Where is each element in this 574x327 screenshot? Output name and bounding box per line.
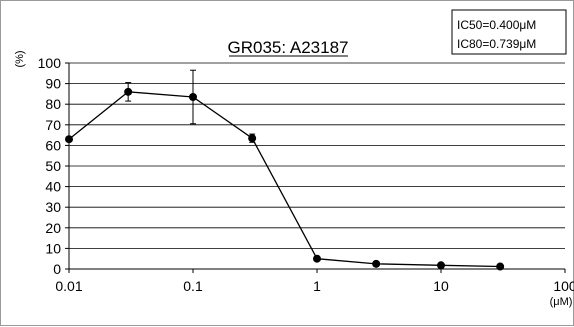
y-axis-label: (%)	[14, 50, 26, 67]
data-point	[189, 92, 197, 101]
data-point	[65, 135, 73, 144]
ic80-annotation: IC80=0.739μM	[457, 37, 536, 51]
y-tick-label: 50	[45, 158, 61, 174]
axes	[65, 62, 566, 273]
y-tick-label: 90	[45, 76, 61, 92]
series-line	[68, 91, 501, 268]
y-tick-label: 70	[45, 117, 61, 133]
y-tick-label: 20	[45, 220, 61, 236]
x-tick-label: 0.01	[55, 278, 82, 294]
x-tick-labels: 0.01 0.1 1 10 100	[55, 278, 574, 294]
y-tick-label: 30	[45, 199, 61, 215]
data-point	[248, 134, 257, 143]
data-point	[437, 261, 445, 270]
ic-annotation-box	[451, 9, 567, 55]
data-series	[65, 69, 505, 271]
x-tick-label: 10	[433, 278, 449, 294]
data-point	[496, 262, 505, 271]
y-tick-labels: 0 10 20 30 40 50 60 70 80 90 100	[38, 55, 62, 277]
y-tick-label: 60	[45, 137, 61, 153]
x-tick-label: 100	[553, 278, 574, 294]
ic50-annotation: IC50=0.400μM	[457, 18, 536, 32]
y-tick-label: 40	[45, 179, 61, 195]
chart-title: GR035: A23187	[228, 38, 349, 57]
x-axis-label: (μM)	[550, 296, 573, 308]
data-point	[372, 259, 381, 268]
x-tick-label: 1	[313, 278, 321, 294]
y-tick-label: 10	[45, 240, 61, 256]
gridlines	[69, 62, 565, 270]
data-point	[313, 254, 321, 263]
y-tick-label: 100	[38, 55, 62, 71]
x-tick-label: 0.1	[183, 278, 203, 294]
data-point	[124, 87, 133, 96]
y-tick-label: 0	[53, 261, 61, 277]
y-tick-label: 80	[45, 96, 61, 112]
